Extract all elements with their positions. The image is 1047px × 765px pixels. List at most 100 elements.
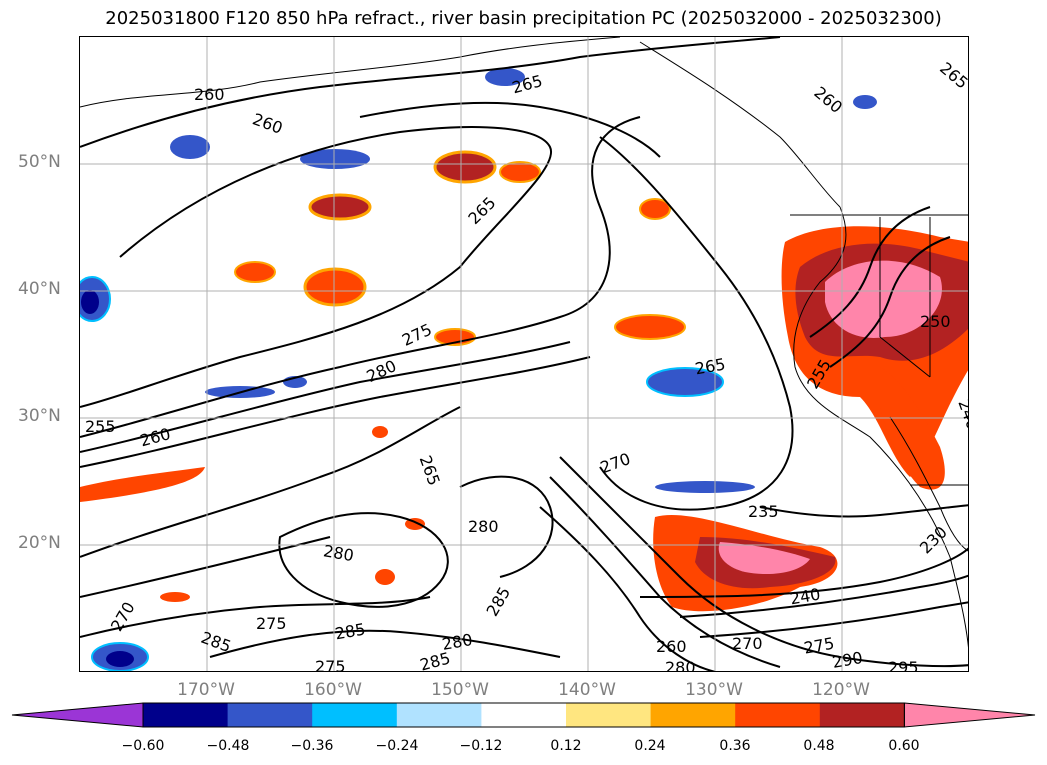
precip-area-westcoast-peak bbox=[825, 260, 942, 338]
colorbar-outline bbox=[142, 702, 905, 728]
colorbar-tick: 0.24 bbox=[634, 738, 666, 754]
colorbar-segment bbox=[143, 703, 229, 727]
contour-line bbox=[639, 547, 968, 598]
colorbar-segment bbox=[312, 703, 398, 727]
colorbar-tick: 0.12 bbox=[550, 738, 582, 754]
lon-label-120w: 120°W bbox=[812, 680, 870, 700]
contour-label: 285 bbox=[483, 584, 515, 620]
lon-label-140w: 140°W bbox=[558, 680, 616, 700]
contour-label: 265 bbox=[464, 193, 499, 228]
precip-cell bbox=[639, 198, 671, 220]
precip-cell bbox=[234, 261, 276, 283]
refractivity-contours bbox=[80, 37, 968, 671]
precip-area-coast-strip bbox=[880, 367, 945, 490]
precip-neg-cell bbox=[853, 95, 877, 109]
border-states bbox=[879, 217, 931, 378]
precip-neg-cell-core bbox=[106, 651, 134, 667]
lon-label-170w: 170°W bbox=[177, 680, 235, 700]
contour-label: 275 bbox=[399, 320, 435, 350]
contour-label: 270 bbox=[732, 634, 763, 653]
colorbar-tick: −0.24 bbox=[375, 738, 419, 754]
colorbar-tick: −0.48 bbox=[206, 738, 250, 754]
contour-label: 290 bbox=[831, 648, 864, 672]
contour-label: 280 bbox=[468, 517, 499, 536]
contour-line bbox=[599, 136, 794, 511]
colorbar-segment bbox=[650, 703, 736, 727]
lon-label-150w: 150°W bbox=[431, 680, 489, 700]
map-title: 2025031800 F120 850 hPa refract., river … bbox=[105, 8, 942, 29]
colorbar-tick: 0.48 bbox=[803, 738, 835, 754]
precip-band-west bbox=[80, 467, 205, 502]
colorbar-tick: 0.60 bbox=[888, 738, 920, 754]
precip-neg-cell bbox=[170, 135, 210, 159]
contour-label: 265 bbox=[693, 354, 726, 378]
contour-label: 240 bbox=[788, 584, 821, 608]
contour-line bbox=[829, 236, 951, 368]
coastline-baja bbox=[889, 416, 968, 552]
contour-label: 270 bbox=[598, 449, 633, 477]
colorbar-segment bbox=[227, 703, 313, 727]
colorbar-segment bbox=[396, 703, 482, 727]
contour-line bbox=[80, 536, 331, 598]
precip-cell bbox=[308, 193, 372, 221]
contour-line bbox=[80, 596, 431, 638]
lat-label-30n: 30°N bbox=[18, 406, 61, 426]
contour-line bbox=[359, 101, 661, 158]
precip-neg-cell bbox=[485, 68, 525, 86]
political-borders bbox=[790, 214, 968, 486]
contour-label: 275 bbox=[315, 657, 346, 672]
contour-label: 250 bbox=[920, 312, 951, 331]
lon-label-160w: 160°W bbox=[304, 680, 362, 700]
contour-line bbox=[80, 341, 571, 453]
precip-cell bbox=[372, 426, 388, 438]
coastline-alaska bbox=[80, 37, 621, 108]
map-plot: 260 260 265 265 260 265 275 280 255 260 … bbox=[80, 37, 968, 672]
contour-label: 280 bbox=[322, 541, 355, 565]
colorbar-tick: −0.36 bbox=[290, 738, 334, 754]
colorbar-segment bbox=[481, 703, 567, 727]
lon-label-130w: 130°W bbox=[685, 680, 743, 700]
coastlines bbox=[80, 37, 968, 648]
lat-label-40n: 40°N bbox=[18, 279, 61, 299]
contour-label: 255 bbox=[85, 417, 116, 436]
contour-label: 295 bbox=[888, 658, 919, 672]
precip-cell bbox=[375, 569, 395, 585]
contour-line bbox=[679, 574, 968, 618]
contour-label: 260 bbox=[656, 637, 687, 656]
coastline-canada-us bbox=[793, 206, 968, 648]
precip-neg-cell-core bbox=[81, 290, 99, 314]
contour-line bbox=[80, 356, 591, 468]
contour-line bbox=[278, 512, 449, 608]
colorbar bbox=[11, 702, 1036, 728]
contour-label: 285 bbox=[333, 619, 366, 643]
colorbar-tick: 0.36 bbox=[719, 738, 751, 754]
precip-neg-cell bbox=[655, 481, 755, 493]
contour-label: 230 bbox=[916, 522, 951, 557]
contour-line bbox=[809, 206, 931, 338]
contour-label: 260 bbox=[810, 83, 846, 117]
precip-shading bbox=[80, 68, 968, 671]
contour-line bbox=[80, 37, 781, 148]
colorbar-segment bbox=[735, 703, 821, 727]
colorbar-segment bbox=[566, 703, 652, 727]
contour-line bbox=[209, 629, 561, 658]
contour-label: 285 bbox=[198, 628, 233, 656]
contour-label: 260 bbox=[250, 109, 285, 137]
lat-label-50n: 50°N bbox=[18, 152, 61, 172]
precip-neg-cell bbox=[646, 367, 724, 397]
colorbar-segments bbox=[11, 702, 1036, 728]
contour-label: 260 bbox=[194, 85, 225, 104]
contour-line bbox=[539, 506, 716, 671]
precip-cell bbox=[433, 150, 497, 184]
colorbar-extend-low bbox=[11, 702, 144, 728]
map-panel: 260 260 265 265 260 265 275 280 255 260 … bbox=[79, 36, 969, 672]
contour-label: 235 bbox=[748, 502, 779, 521]
contour-line bbox=[80, 116, 641, 438]
contour-label: 280 bbox=[665, 658, 696, 672]
coastline-alaska-panhandle bbox=[639, 41, 841, 208]
precip-cell bbox=[614, 314, 686, 340]
precip-area-subtropical-peak bbox=[718, 542, 810, 575]
contour-label: 265 bbox=[416, 453, 444, 488]
lat-label-20n: 20°N bbox=[18, 533, 61, 553]
colorbar-tick: −0.12 bbox=[459, 738, 503, 754]
